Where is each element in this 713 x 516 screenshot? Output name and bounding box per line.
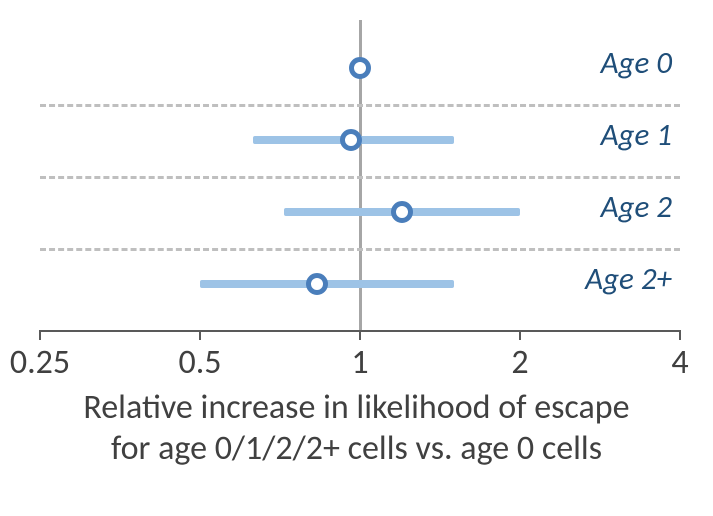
x-axis-label-line2: for age 0/1/2/2+ cells vs. age 0 cells [0, 429, 713, 470]
x-tick [39, 330, 41, 340]
point-marker [340, 129, 362, 151]
x-tick [359, 330, 361, 340]
row-divider [40, 248, 680, 251]
x-tick [199, 330, 201, 340]
x-tick-label: 1 [351, 342, 368, 383]
x-tick-label: 0.5 [178, 342, 221, 383]
row-label: Age 2+ [512, 260, 672, 298]
x-tick [519, 330, 521, 340]
row-divider [40, 104, 680, 107]
point-marker [391, 201, 413, 223]
plot-area: Age 0 Age 1 Age 2 Age 2+ [40, 20, 680, 330]
x-axis-label: Relative increase in likelihood of escap… [0, 388, 713, 470]
row-label: Age 1 [512, 116, 672, 154]
point-marker [349, 57, 371, 79]
point-marker [306, 273, 328, 295]
forest-plot: Age 0 Age 1 Age 2 Age 2+ 0.25 0.5 1 2 4 Relativ… [0, 0, 713, 516]
x-tick [679, 330, 681, 340]
x-tick-label: 4 [671, 342, 688, 383]
x-axis-label-line1: Relative increase in likelihood of escap… [0, 388, 713, 429]
row-label: Age 0 [512, 44, 672, 82]
x-tick-label: 2 [511, 342, 528, 383]
x-tick-label: 0.25 [10, 342, 70, 383]
row-divider [40, 176, 680, 179]
row-label: Age 2 [512, 188, 672, 226]
